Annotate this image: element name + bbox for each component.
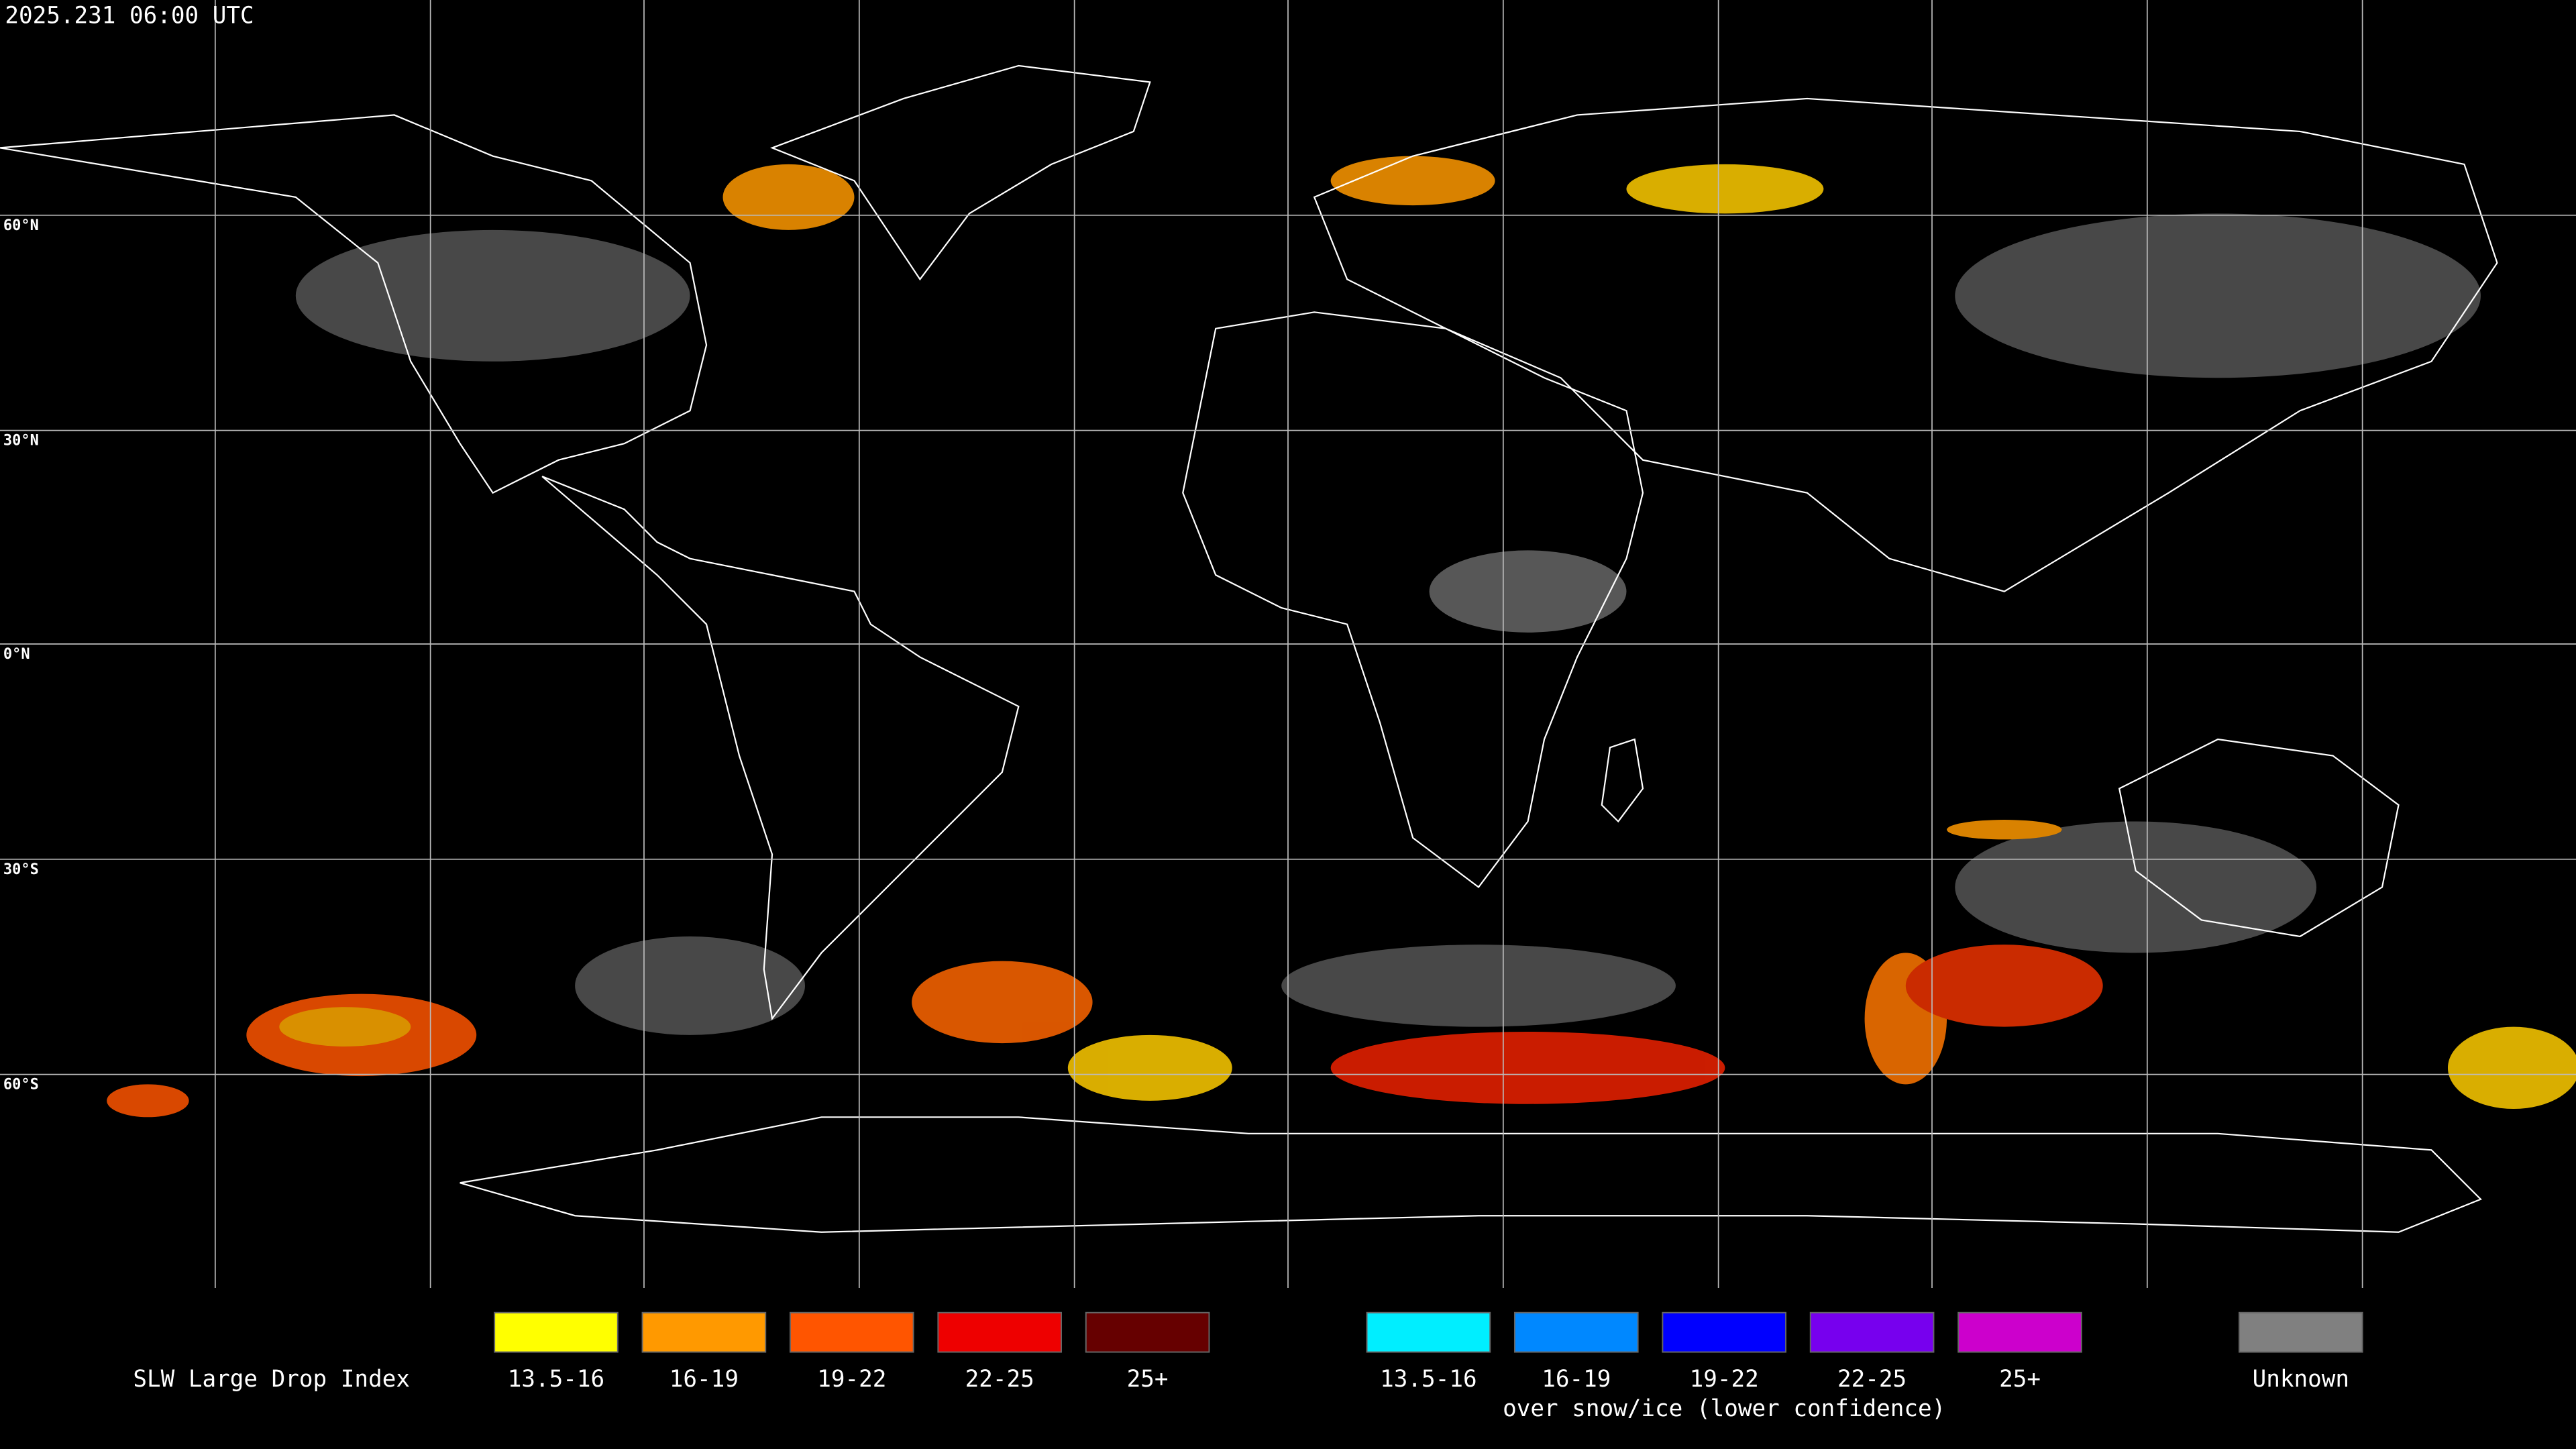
legend-swatch [1513,1311,1639,1353]
legend-swatch [1662,1311,1787,1353]
cloud-patches [107,156,2576,1118]
legend-label: 19-22 [817,1366,886,1393]
lat-labels: 60°N 30°N 0°N 30°S 60°S [3,217,39,1093]
coastlines [0,64,2498,1233]
lat-label: 60°S [3,1077,39,1093]
legend-label: 16-19 [669,1366,739,1393]
legend-label: 16-19 [1542,1366,1611,1393]
lat-label: 60°N [3,217,39,234]
legend-label: 25+ [1127,1366,1169,1393]
legend-swatch [494,1311,619,1353]
legend: SLW Large Drop Index 13.5-16 16-19 19-22 22… [133,1311,2363,1422]
legend-swatch [1085,1311,1210,1353]
lat-label: 30°N [3,433,39,449]
legend-label: Unknown [2253,1366,2349,1393]
legend-label: 19-22 [1690,1366,1759,1393]
legend-label: 13.5-16 [508,1366,604,1393]
timestamp: 2025.231 06:00 UTC [5,2,254,29]
legend-label: 22-25 [965,1366,1034,1393]
legend-label: 22-25 [1837,1366,1907,1393]
legend-swatch [641,1311,767,1353]
legend-swatch [1957,1311,2082,1353]
lat-label: 0°N [3,646,30,663]
lat-label: 30°S [3,861,39,878]
legend-label: 13.5-16 [1380,1366,1477,1393]
graticule [0,0,2576,1288]
legend-label: 25+ [1999,1366,2041,1393]
legend-swatch [1809,1311,1935,1353]
legend-swatch [2238,1311,2363,1353]
legend-caption: over snow/ice (lower confidence) [1503,1395,1945,1422]
legend-title: SLW Large Drop Index [133,1366,410,1393]
legend-swatch [789,1311,914,1353]
legend-swatch [937,1311,1063,1353]
legend-swatch [1366,1311,1491,1353]
